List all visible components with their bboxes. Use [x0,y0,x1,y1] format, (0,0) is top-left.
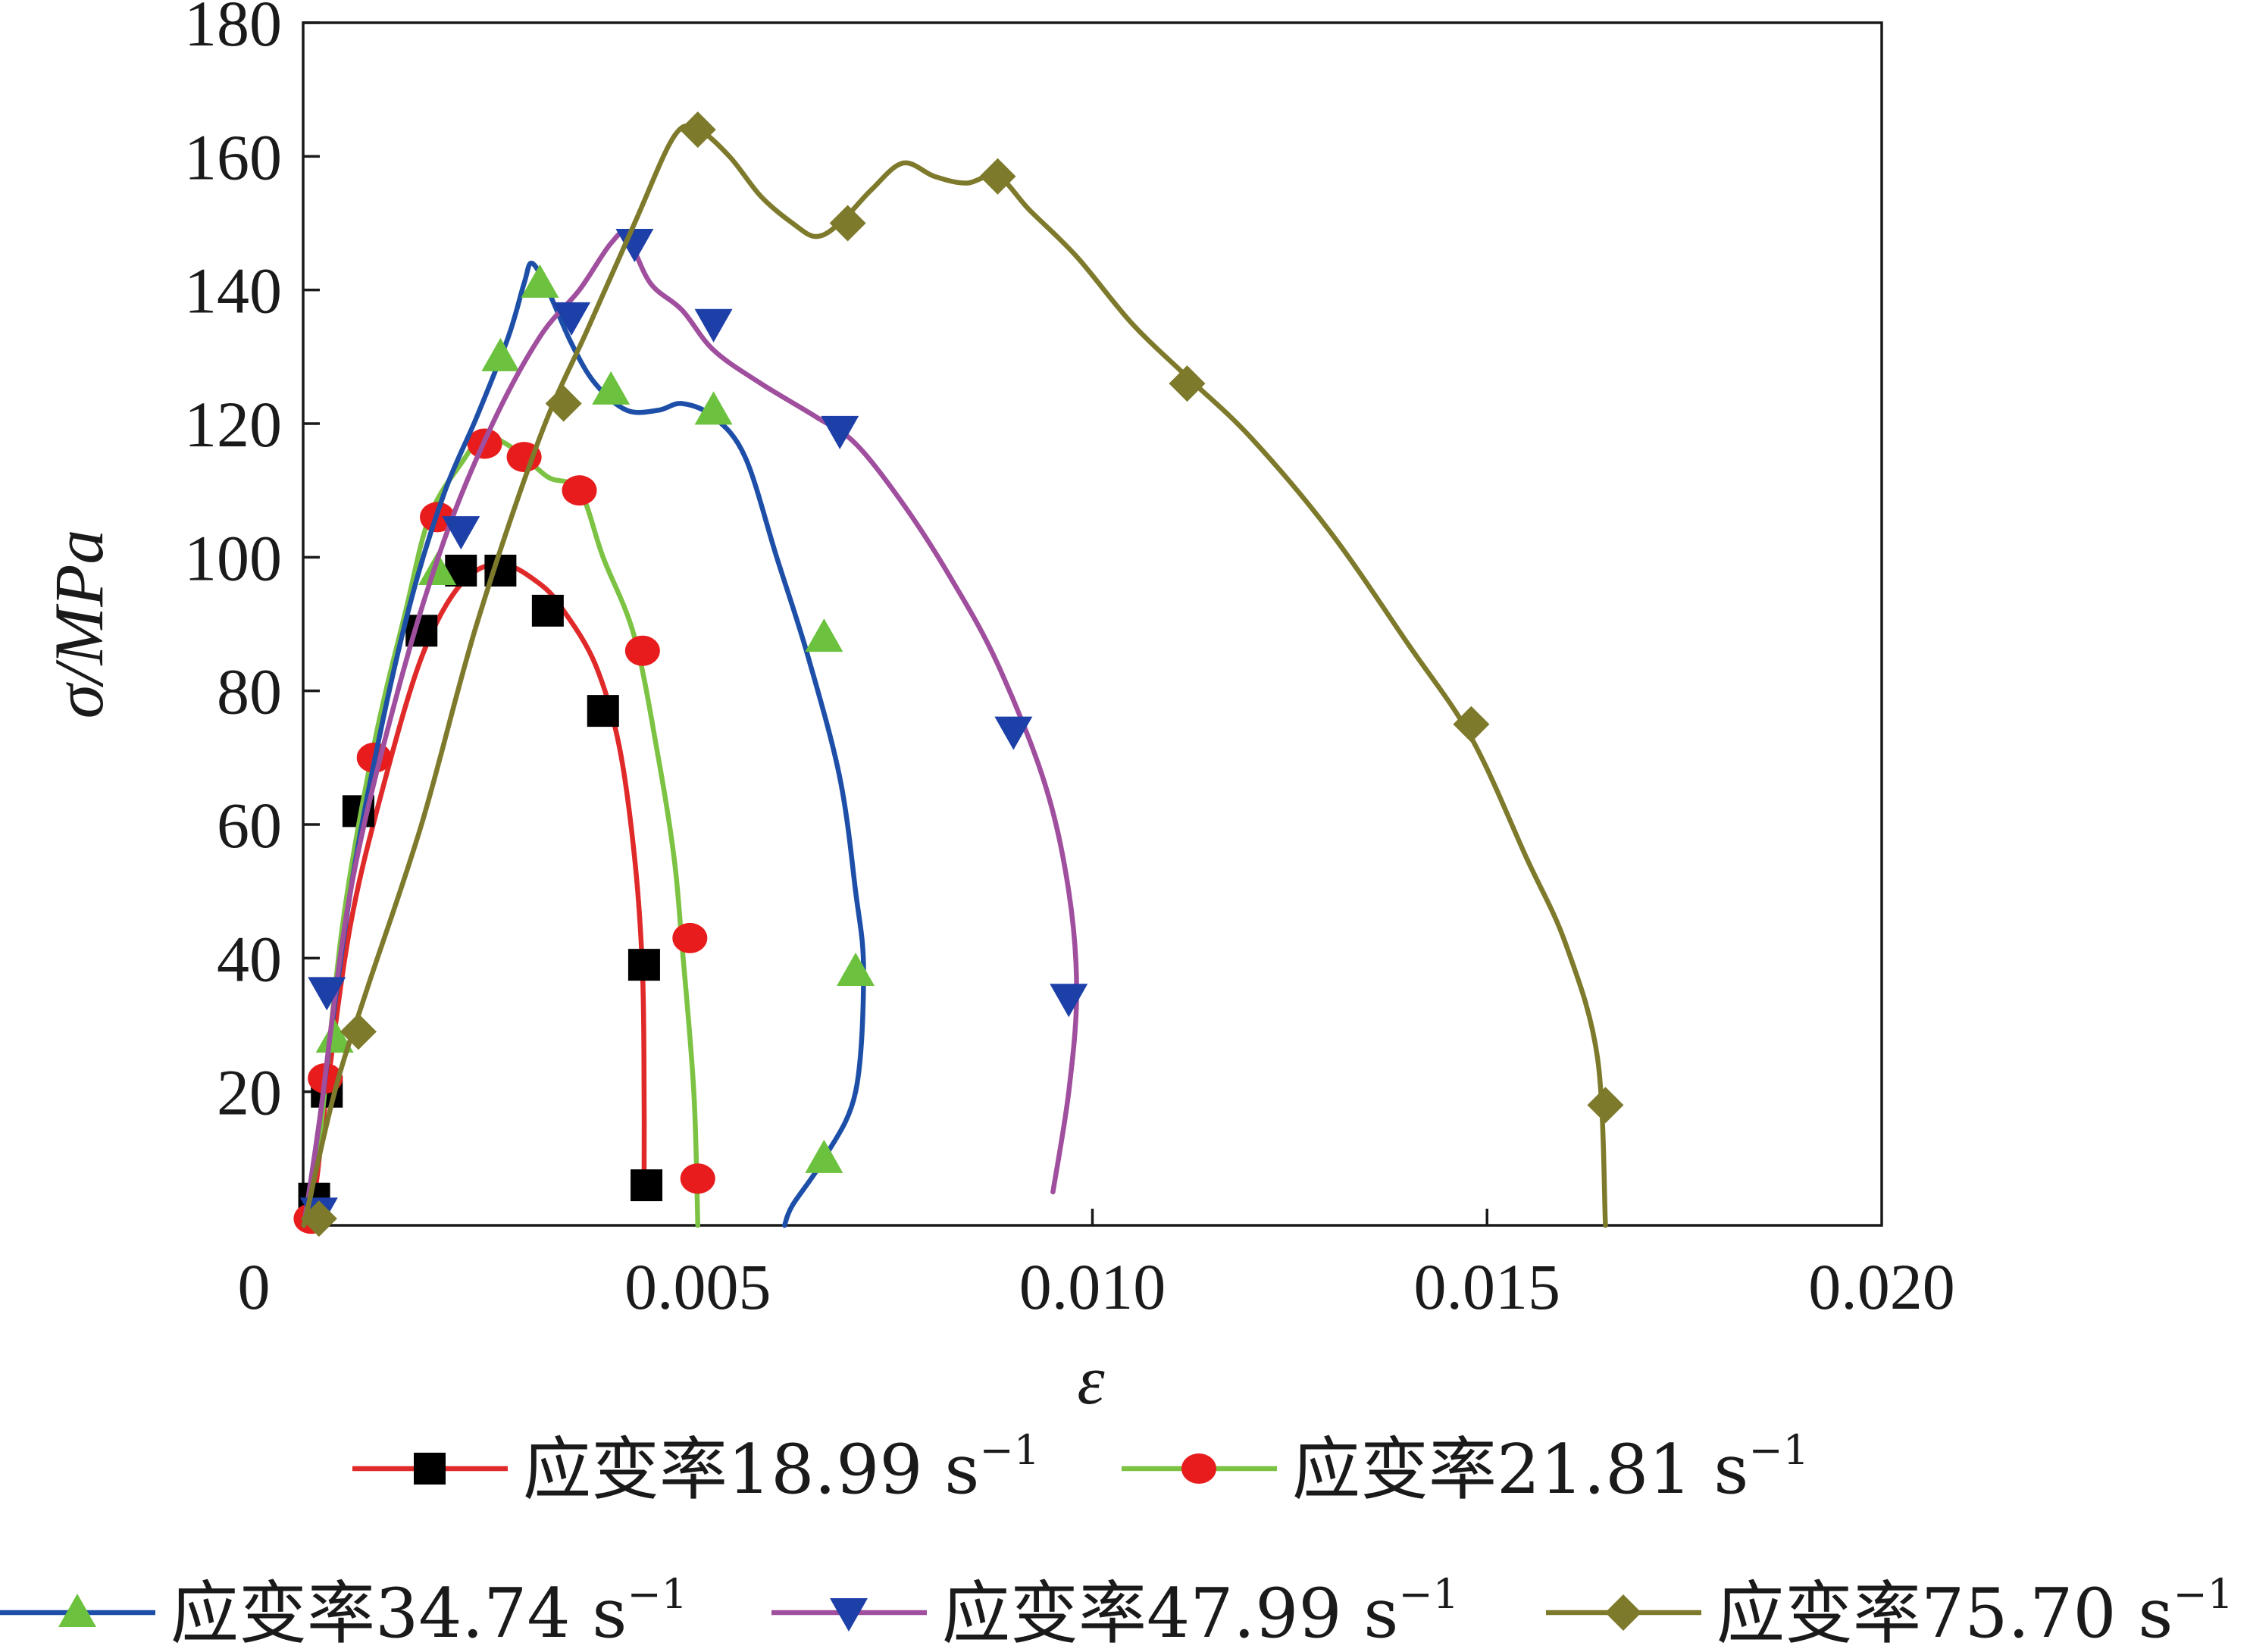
data-point [315,1019,354,1053]
legend-label: 应变率21.81 s−1 [1292,1426,1809,1510]
data-point [627,949,660,981]
data-point [1453,706,1490,743]
legend-label: 应变率34.74 s−1 [171,1570,687,1652]
data-point [340,1013,377,1050]
y-tick-label: 100 [184,521,282,594]
data-point [694,391,733,425]
legend-label-text: 应变率47.99 s [942,1574,1398,1652]
data-point [592,371,631,405]
data-point [837,952,875,986]
y-tick-label: 40 [217,922,282,995]
data-point [624,635,660,666]
series-line [301,261,866,1228]
x-tick-label: 0.015 [1414,1250,1561,1323]
legend-swatch-marker [58,1594,96,1627]
data-point [442,516,480,550]
legend-label: 应变率75.70 s−1 [1716,1570,2233,1652]
data-point [418,551,457,585]
series-2 [301,261,875,1228]
x-tick-label: 0.010 [1019,1250,1166,1323]
legend-label-superscript: −1 [2173,1570,2233,1618]
data-point [552,302,591,336]
y-tick-label: 20 [217,1056,282,1129]
legend-item-4: 应变率75.70 s−1 [1546,1570,2233,1652]
series-line [301,123,1608,1228]
data-point [994,716,1033,750]
legend-swatch-marker [830,1598,868,1632]
data-point [615,228,654,262]
legend-label-text: 应变率18.99 s [523,1430,979,1510]
legend-label-superscript: −1 [627,1570,687,1618]
axes: 20 40 60 80 100 120 140 160 180 0 0.005 0.010 0.015 0… [40,0,1955,1419]
legend-label-text: 应变率75.70 s [1716,1574,2173,1652]
x-tick-label: 0.020 [1808,1250,1955,1323]
legend-item-3: 应变率47.99 s−1 [771,1570,1459,1652]
legend-label-superscript: −1 [1748,1426,1809,1474]
legend-label: 应变率47.99 s−1 [942,1570,1459,1652]
data-point [1169,365,1206,402]
y-tick-label: 60 [217,789,282,862]
x-tick-label: 0.005 [624,1250,771,1323]
series-1 [293,428,715,1234]
data-point [680,1163,715,1194]
data-point [829,205,866,242]
series-line [301,561,647,1228]
y-tick-label: 120 [184,388,282,461]
data-point [481,337,520,371]
series-line [301,230,1079,1228]
data-point [521,264,559,298]
data-point [694,308,733,343]
x-tick-label: 0 [238,1250,271,1323]
y-axis-label: σ/MPa [40,530,117,719]
data-point [531,594,564,627]
legend-label-text: 应变率21.81 s [1292,1430,1748,1510]
legend-item-2: 应变率34.74 s−1 [0,1570,687,1652]
y-tick-label: 180 [184,0,282,60]
x-axis-label: ε [1077,1341,1105,1419]
data-point [679,111,716,149]
data-point [545,385,582,422]
series-layer [293,111,1624,1237]
data-point [821,415,859,449]
series-4 [300,111,1624,1237]
data-point [1050,984,1088,1018]
data-point [587,695,619,727]
data-point [300,1200,337,1237]
legend-label: 应变率18.99 s−1 [523,1426,1040,1510]
legend-label-text: 应变率34.74 s [171,1574,627,1652]
y-tick-label: 140 [184,255,282,327]
data-point [1587,1087,1624,1124]
y-tick-label: 160 [184,120,282,193]
data-point [805,1139,843,1173]
data-point [979,158,1016,195]
data-point [562,475,597,506]
data-point [672,922,708,953]
data-point [631,1169,663,1202]
legend-item-1: 应变率21.81 s−1 [1122,1426,1809,1510]
legend-swatch-marker [1605,1594,1641,1631]
legend-item-0: 应变率18.99 s−1 [352,1426,1040,1510]
y-tick-label: 80 [217,655,282,728]
legend-swatch-marker [1181,1453,1216,1484]
legend-label-superscript: −1 [979,1426,1040,1474]
data-point [805,618,843,652]
legend-label-superscript: −1 [1398,1570,1459,1618]
legend-swatch-marker [414,1453,446,1485]
data-point [308,977,346,1011]
